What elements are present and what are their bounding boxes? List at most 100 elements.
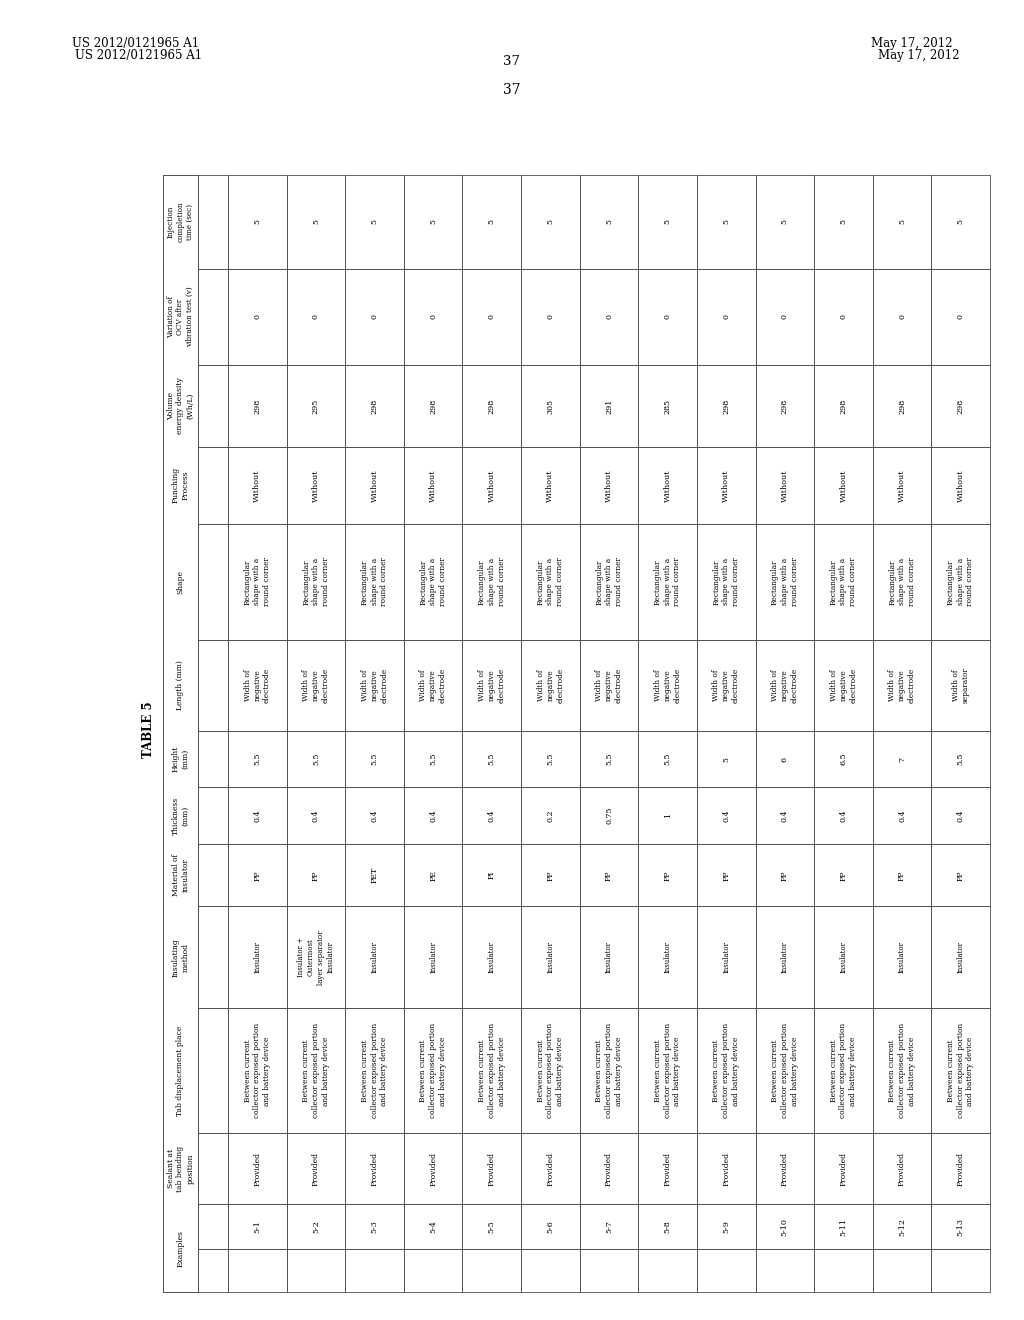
Text: Thickness
(mm): Thickness (mm) xyxy=(172,796,189,834)
Text: 298: 298 xyxy=(429,399,437,413)
Text: Height
(mm): Height (mm) xyxy=(172,746,189,772)
Bar xyxy=(814,1204,872,1250)
Text: 5.5: 5.5 xyxy=(956,752,965,766)
Bar xyxy=(932,1134,990,1204)
Text: 5-10: 5-10 xyxy=(781,1218,788,1236)
Bar xyxy=(521,268,580,364)
Bar xyxy=(163,268,198,364)
Bar xyxy=(228,731,287,787)
Text: Width of
negative
electrode: Width of negative electrode xyxy=(771,668,799,704)
Bar xyxy=(580,843,638,907)
Bar xyxy=(463,1250,521,1292)
Text: Shape: Shape xyxy=(176,570,184,594)
Text: Rectangular
shape with a
round corner: Rectangular shape with a round corner xyxy=(360,557,388,606)
Bar xyxy=(932,640,990,731)
Text: 5: 5 xyxy=(547,219,554,224)
Text: 37: 37 xyxy=(504,55,520,69)
Bar xyxy=(163,1250,198,1292)
Text: 5: 5 xyxy=(781,219,788,224)
Text: Width of
negative
electrode: Width of negative electrode xyxy=(537,668,564,704)
Bar xyxy=(697,1008,756,1134)
Bar xyxy=(697,787,756,843)
Text: 298: 298 xyxy=(956,399,965,413)
Text: 0.4: 0.4 xyxy=(253,809,261,822)
Bar xyxy=(872,1008,932,1134)
Text: 0: 0 xyxy=(547,314,554,319)
Bar xyxy=(814,843,872,907)
Bar xyxy=(756,268,814,364)
Bar xyxy=(872,731,932,787)
Bar xyxy=(814,907,872,1008)
Text: Provided: Provided xyxy=(722,1151,730,1185)
Text: 5: 5 xyxy=(487,219,496,224)
Bar xyxy=(198,447,228,524)
Bar xyxy=(198,524,228,640)
Text: Without: Without xyxy=(781,469,788,502)
Bar xyxy=(814,731,872,787)
Bar xyxy=(345,731,403,787)
Bar xyxy=(163,447,198,524)
Bar xyxy=(638,268,697,364)
Text: 5-8: 5-8 xyxy=(664,1221,672,1233)
Bar xyxy=(228,524,287,640)
Text: 5: 5 xyxy=(429,219,437,224)
Text: Provided: Provided xyxy=(956,1151,965,1185)
Bar xyxy=(872,640,932,731)
Text: 0: 0 xyxy=(664,314,672,319)
Bar xyxy=(287,364,345,447)
Text: PP: PP xyxy=(781,870,788,880)
Text: Provided: Provided xyxy=(371,1151,379,1185)
Text: Without: Without xyxy=(956,469,965,502)
Text: Rectangular
shape with a
round corner: Rectangular shape with a round corner xyxy=(888,557,915,606)
Text: 5: 5 xyxy=(840,219,848,224)
Bar xyxy=(872,524,932,640)
Bar xyxy=(228,1008,287,1134)
Text: Insulator: Insulator xyxy=(722,941,730,973)
Text: 0: 0 xyxy=(487,314,496,319)
Bar xyxy=(521,364,580,447)
Bar xyxy=(228,447,287,524)
Bar xyxy=(756,843,814,907)
Bar xyxy=(580,447,638,524)
Text: 5: 5 xyxy=(253,219,261,224)
Bar xyxy=(163,364,198,447)
Text: Provided: Provided xyxy=(547,1151,554,1185)
Text: 0: 0 xyxy=(429,314,437,319)
Text: PE: PE xyxy=(429,870,437,880)
Text: Width of
negative
electrode: Width of negative electrode xyxy=(360,668,388,704)
Text: 5-7: 5-7 xyxy=(605,1221,613,1233)
Text: 5-2: 5-2 xyxy=(312,1221,319,1233)
Bar xyxy=(756,364,814,447)
Bar xyxy=(163,176,198,268)
Text: 0: 0 xyxy=(371,314,379,319)
Bar xyxy=(228,1134,287,1204)
Bar xyxy=(932,843,990,907)
Bar xyxy=(163,1204,198,1250)
Text: Width of
negative
electrode: Width of negative electrode xyxy=(478,668,506,704)
Text: Rectangular
shape with a
round corner: Rectangular shape with a round corner xyxy=(829,557,857,606)
Text: Between current
collector exposed portion
and battery device: Between current collector exposed portio… xyxy=(653,1023,681,1118)
Text: Provided: Provided xyxy=(898,1151,906,1185)
Text: 0.4: 0.4 xyxy=(429,809,437,822)
Bar xyxy=(521,524,580,640)
Bar xyxy=(697,640,756,731)
Text: 5-11: 5-11 xyxy=(840,1218,848,1236)
Bar xyxy=(345,447,403,524)
Text: PP: PP xyxy=(547,870,554,880)
Bar xyxy=(228,787,287,843)
Text: 37: 37 xyxy=(503,83,521,96)
Bar xyxy=(872,176,932,268)
Text: Insulator: Insulator xyxy=(371,941,379,973)
Bar xyxy=(521,731,580,787)
Bar xyxy=(638,787,697,843)
Bar xyxy=(228,176,287,268)
Text: Between current
collector exposed portion
and battery device: Between current collector exposed portio… xyxy=(713,1023,740,1118)
Bar xyxy=(403,907,463,1008)
Bar xyxy=(198,1134,228,1204)
Bar xyxy=(638,524,697,640)
Text: Rectangular
shape with a
round corner: Rectangular shape with a round corner xyxy=(478,557,506,606)
Text: 5: 5 xyxy=(722,219,730,224)
Text: Tab displacement place: Tab displacement place xyxy=(176,1026,184,1115)
Text: Insulator: Insulator xyxy=(487,941,496,973)
Text: 1: 1 xyxy=(664,813,672,818)
